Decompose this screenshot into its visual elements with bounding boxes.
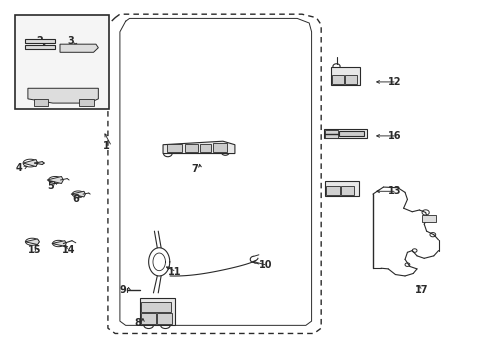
Bar bbox=[326, 186, 339, 195]
Text: 11: 11 bbox=[167, 267, 181, 277]
Polygon shape bbox=[60, 44, 98, 52]
Bar bbox=[345, 75, 356, 84]
Bar bbox=[141, 302, 171, 312]
Bar bbox=[421, 215, 435, 222]
Bar bbox=[25, 45, 55, 49]
Text: 13: 13 bbox=[387, 186, 401, 196]
Bar bbox=[16, 15, 109, 109]
Polygon shape bbox=[71, 191, 85, 197]
Text: 17: 17 bbox=[414, 285, 427, 295]
Polygon shape bbox=[52, 241, 66, 246]
Polygon shape bbox=[330, 67, 359, 85]
Bar bbox=[157, 313, 171, 324]
Polygon shape bbox=[163, 141, 234, 154]
Text: 1: 1 bbox=[103, 141, 110, 152]
Text: 5: 5 bbox=[47, 181, 54, 192]
Polygon shape bbox=[140, 298, 175, 325]
Bar bbox=[200, 144, 210, 152]
Text: 6: 6 bbox=[72, 194, 79, 204]
Bar bbox=[340, 186, 353, 195]
Text: 4: 4 bbox=[16, 163, 22, 173]
Bar bbox=[25, 39, 55, 43]
Text: 2: 2 bbox=[36, 36, 43, 46]
Bar bbox=[331, 75, 344, 84]
Bar bbox=[166, 144, 182, 153]
Bar bbox=[141, 313, 156, 324]
Text: 16: 16 bbox=[387, 131, 401, 141]
Polygon shape bbox=[34, 99, 48, 106]
Text: 9: 9 bbox=[120, 285, 126, 295]
Text: 8: 8 bbox=[134, 318, 141, 328]
Text: 10: 10 bbox=[258, 260, 272, 270]
Polygon shape bbox=[323, 129, 366, 138]
Polygon shape bbox=[23, 159, 38, 167]
Polygon shape bbox=[79, 99, 93, 106]
Polygon shape bbox=[25, 239, 40, 244]
Polygon shape bbox=[325, 181, 358, 196]
Text: 7: 7 bbox=[191, 165, 198, 174]
Bar bbox=[212, 143, 227, 152]
Bar bbox=[325, 130, 338, 138]
Polygon shape bbox=[28, 88, 98, 103]
Text: 14: 14 bbox=[61, 245, 75, 255]
Text: 15: 15 bbox=[28, 245, 41, 255]
Bar bbox=[184, 144, 198, 153]
Text: 12: 12 bbox=[387, 77, 401, 87]
Text: 3: 3 bbox=[67, 36, 74, 46]
Bar bbox=[339, 131, 364, 136]
Polygon shape bbox=[47, 176, 63, 184]
